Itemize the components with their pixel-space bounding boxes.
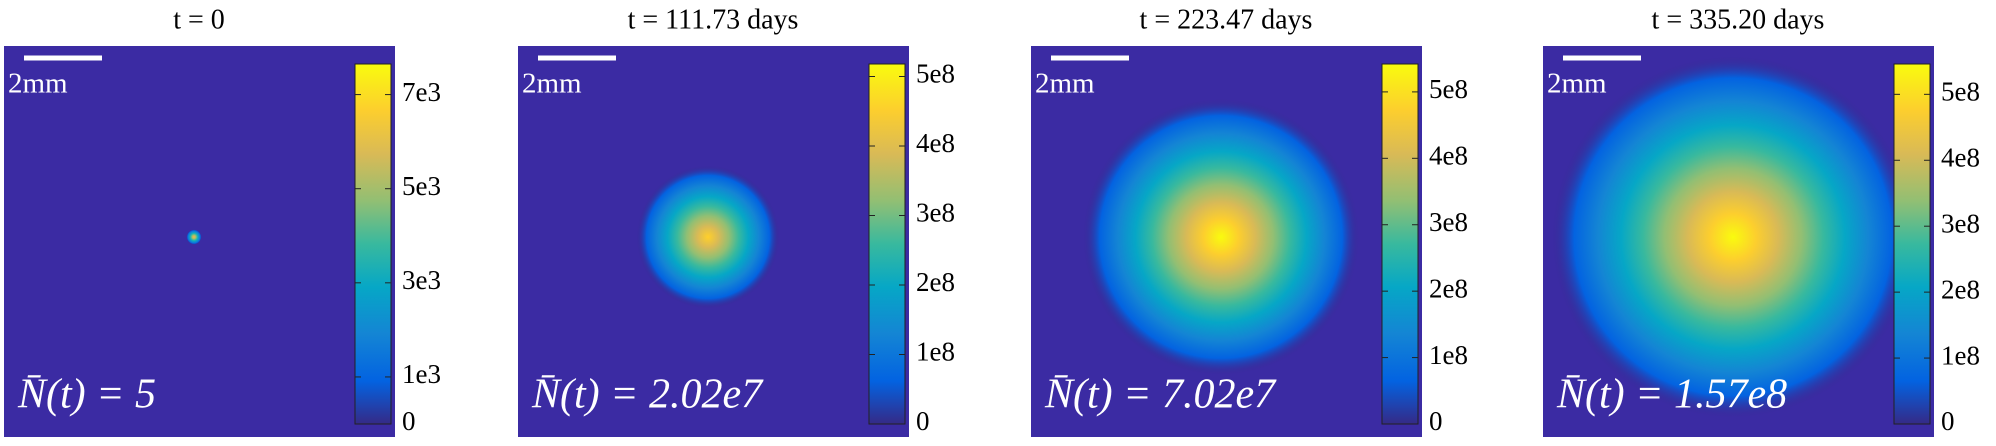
scale-bar-label: 2mm xyxy=(1547,68,1607,100)
colorbar-tick-label: 5e8 xyxy=(1941,77,1980,107)
colorbar-tick-label: 3e8 xyxy=(1941,208,1980,238)
annotation: N̄(t) = 1.57e8 xyxy=(1556,372,1787,418)
scale-bar-label: 2mm xyxy=(522,68,582,100)
colorbar-tick-label: 1e8 xyxy=(1941,340,1980,370)
colorbar-tick-label: 5e8 xyxy=(1429,74,1468,104)
chart-title: t = 335.20 days xyxy=(1652,4,1825,35)
colorbar-tick-label: 0 xyxy=(1429,406,1443,436)
scale-bar-label: 2mm xyxy=(8,68,68,100)
colorbar-tick-label: 1e8 xyxy=(1429,340,1468,370)
colorbar xyxy=(1381,63,1419,425)
annotation: N̄(t) = 2.02e7 xyxy=(531,372,764,418)
colorbar xyxy=(1893,63,1931,425)
chart-title: t = 111.73 days xyxy=(628,4,799,35)
colorbar-tick-label: 0 xyxy=(1941,406,1955,436)
colorbar-tick-label: 0 xyxy=(402,406,416,436)
colorbar-tick-label: 2e8 xyxy=(1429,273,1468,303)
colorbar-tick-label: 5e8 xyxy=(916,59,955,89)
scale-bar-label: 2mm xyxy=(1035,68,1095,100)
colorbar-tick-label: 0 xyxy=(916,406,930,436)
chart-title: t = 223.47 days xyxy=(1140,4,1313,35)
density-blob xyxy=(633,162,783,312)
density-blob xyxy=(1543,47,1923,427)
colorbar-tick-label: 2e8 xyxy=(1941,274,1980,304)
colorbar-tick-label: 1e8 xyxy=(916,337,955,367)
colorbar xyxy=(354,63,392,425)
chart-title: t = 0 xyxy=(173,4,225,35)
colorbar-tick-label: 3e8 xyxy=(1429,207,1468,237)
colorbar xyxy=(868,63,906,425)
colorbar-tick-label: 1e3 xyxy=(402,359,441,389)
colorbar-tick-label: 4e8 xyxy=(1941,142,1980,172)
colorbar-tick-label: 3e8 xyxy=(916,198,955,228)
annotation: N̄(t) = 7.02e7 xyxy=(1044,372,1277,418)
colorbar-tick-label: 4e8 xyxy=(916,128,955,158)
colorbar-tick-label: 2e8 xyxy=(916,267,955,297)
colorbar-tick-label: 5e3 xyxy=(402,171,441,201)
density-blob xyxy=(186,229,202,245)
colorbar-tick-label: 3e3 xyxy=(402,265,441,295)
annotation: N̄(t) = 5 xyxy=(17,372,156,418)
colorbar-tick-label: 7e3 xyxy=(402,77,441,107)
colorbar-tick-label: 4e8 xyxy=(1429,141,1468,171)
density-blob xyxy=(1076,92,1366,382)
